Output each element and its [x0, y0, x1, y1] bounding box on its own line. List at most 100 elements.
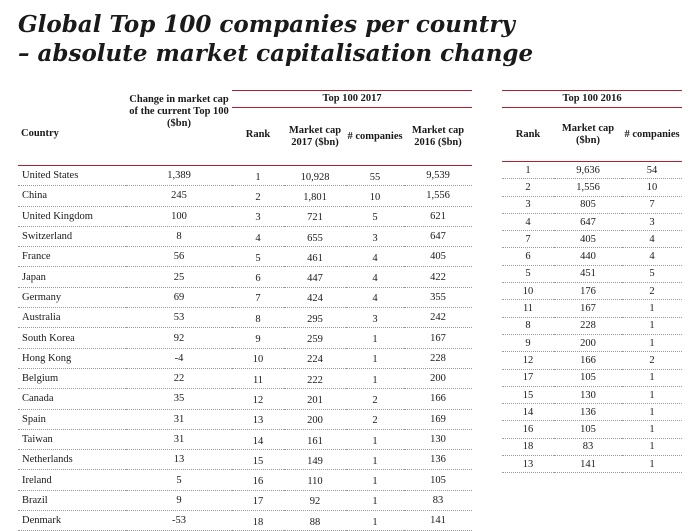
cell-companies-2016: 1	[622, 299, 683, 318]
table-row: Germany 69 7 424 4 355	[18, 287, 473, 309]
cell-rank-2017: 18	[232, 510, 284, 531]
cell-market-cap-2016-of-2017: 141	[404, 510, 473, 531]
cell-companies-2016: 1	[622, 317, 683, 335]
cell-country: Belgium	[18, 368, 126, 390]
cell-rank-2017: 7	[232, 287, 284, 309]
table-row: 11 167 1	[502, 299, 683, 318]
top100-2016-table: Top 100 2016 Rank Market cap ($bn) # com…	[502, 90, 683, 474]
cell-market-cap-2017: 201	[284, 388, 346, 410]
cell-country: Japan	[18, 266, 126, 288]
cell-market-cap-2016: 647	[554, 213, 622, 232]
cell-companies-2016: 10	[622, 178, 683, 197]
col-header-companies-2017: # companies	[346, 107, 404, 166]
table-row: 13 141 1	[502, 455, 683, 474]
cell-market-cap-2017: 149	[284, 449, 346, 471]
cell-change: -4	[126, 348, 232, 369]
cell-country: United Kingdom	[18, 206, 126, 227]
table-row: France 56 5 461 4 405	[18, 246, 473, 268]
cell-change: 31	[126, 429, 232, 451]
table-row: Japan 25 6 447 4 422	[18, 266, 473, 288]
table-row: Brazil 9 17 92 1 83	[18, 490, 473, 512]
cell-market-cap-2017: 92	[284, 490, 346, 512]
cell-market-cap-2017: 200	[284, 409, 346, 430]
cell-market-cap-2017: 10,928	[284, 164, 346, 187]
cell-market-cap-2017: 461	[284, 246, 346, 268]
cell-country: South Korea	[18, 327, 126, 349]
cell-country: Germany	[18, 287, 126, 309]
page-title-line-1: Global Top 100 companies per country	[18, 11, 515, 38]
cell-rank-2016: 7	[502, 230, 554, 249]
cell-market-cap-2016: 805	[554, 196, 622, 214]
cell-rank-2017: 12	[232, 388, 284, 410]
table-row: Ireland 5 16 110 1 105	[18, 469, 473, 491]
cell-companies-2016: 2	[622, 282, 683, 301]
cell-market-cap-2016-of-2017: 355	[404, 287, 473, 309]
cell-companies-2016: 4	[622, 230, 683, 249]
cell-market-cap-2016-of-2017: 405	[404, 246, 473, 268]
cell-change: 69	[126, 287, 232, 309]
cell-companies-2016: 1	[622, 438, 683, 457]
cell-companies-2017: 3	[346, 226, 404, 248]
cell-country: Canada	[18, 388, 126, 410]
cell-country: Australia	[18, 307, 126, 329]
table-row: Denmark -53 18 88 1 141	[18, 510, 473, 531]
cell-rank-2016: 10	[502, 282, 554, 301]
cell-rank-2017: 17	[232, 490, 284, 512]
cell-rank-2017: 9	[232, 327, 284, 349]
cell-market-cap-2017: 447	[284, 266, 346, 288]
cell-companies-2017: 1	[346, 490, 404, 512]
cell-country: Switzerland	[18, 226, 126, 248]
col-header-country: Country	[18, 107, 126, 166]
cell-companies-2017: 2	[346, 409, 404, 430]
cell-market-cap-2017: 259	[284, 327, 346, 349]
cell-change: 35	[126, 388, 232, 410]
cell-companies-2017: 55	[346, 164, 404, 187]
cell-rank-2017: 14	[232, 429, 284, 451]
table-row: Belgium 22 11 222 1 200	[18, 368, 473, 390]
table-row: 14 136 1	[502, 403, 683, 422]
cell-country: Ireland	[18, 469, 126, 491]
table-row: 7 405 4	[502, 230, 683, 249]
table-row: 5 451 5	[502, 265, 683, 284]
cell-change: 53	[126, 307, 232, 329]
cell-rank-2016: 17	[502, 369, 554, 387]
cell-market-cap-2016-of-2017: 228	[404, 348, 473, 369]
cell-market-cap-2016: 166	[554, 351, 622, 370]
cell-rank-2016: 12	[502, 351, 554, 370]
cell-rank-2017: 3	[232, 206, 284, 227]
table-row: South Korea 92 9 259 1 167	[18, 327, 473, 349]
cell-market-cap-2017: 424	[284, 287, 346, 309]
cell-market-cap-2016-of-2017: 169	[404, 409, 473, 430]
cell-market-cap-2017: 88	[284, 510, 346, 531]
cell-change: 9	[126, 490, 232, 512]
cell-companies-2017: 3	[346, 307, 404, 329]
cell-companies-2016: 5	[622, 265, 683, 284]
cell-market-cap-2016: 405	[554, 230, 622, 249]
cell-market-cap-2016-of-2017: 200	[404, 368, 473, 390]
table-row: 2 1,556 10	[502, 178, 683, 197]
table-row: 6 440 4	[502, 247, 683, 266]
cell-market-cap-2016: 9,636	[554, 160, 622, 180]
cell-change: 8	[126, 226, 232, 248]
cell-market-cap-2016: 141	[554, 455, 622, 474]
table-row: 3 805 7	[502, 196, 683, 214]
cell-rank-2017: 10	[232, 348, 284, 369]
cell-companies-2017: 1	[346, 348, 404, 369]
group-header-2016: Top 100 2016	[502, 90, 683, 108]
cell-market-cap-2016-of-2017: 167	[404, 327, 473, 349]
cell-market-cap-2016: 130	[554, 386, 622, 405]
table-row: Hong Kong -4 10 224 1 228	[18, 348, 473, 369]
table-row: 10 176 2	[502, 282, 683, 301]
table-row: United States 1,389 1 10,928 55 9,539	[18, 164, 473, 187]
cell-change: 245	[126, 185, 232, 207]
table-row: Canada 35 12 201 2 166	[18, 388, 473, 410]
cell-rank-2016: 13	[502, 455, 554, 474]
cell-rank-2017: 13	[232, 409, 284, 430]
table-row: 8 228 1	[502, 317, 683, 335]
cell-companies-2016: 4	[622, 247, 683, 266]
col-header-market-cap-2016-of-2017: Market cap 2016 ($bn)	[404, 107, 473, 166]
top100-2017-table: Top 100 2017 Country Change in market ca…	[18, 90, 473, 531]
cell-country: Denmark	[18, 510, 126, 531]
cell-rank-2016: 11	[502, 299, 554, 318]
cell-companies-2017: 5	[346, 206, 404, 227]
